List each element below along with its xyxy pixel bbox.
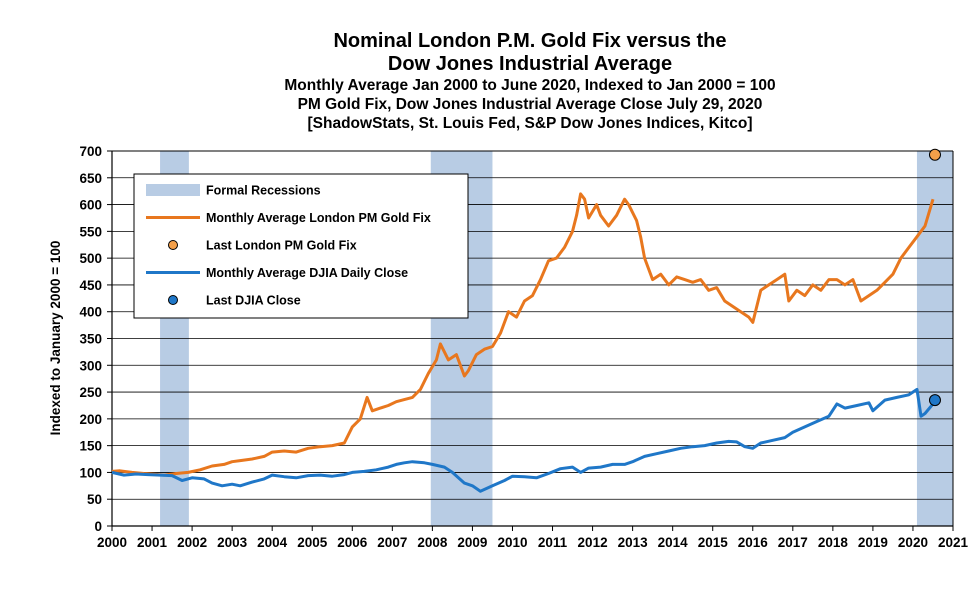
x-tick-label-2002: 2002 (177, 535, 207, 550)
x-tick-label-2007: 2007 (377, 535, 407, 550)
x-tick-label-2016: 2016 (738, 535, 769, 550)
x-tick-label-2000: 2000 (97, 535, 127, 550)
y-tick-label-50: 50 (87, 492, 102, 507)
legend-swatch-4 (168, 295, 178, 305)
x-tick-label-2010: 2010 (497, 535, 527, 550)
x-tick-label-2008: 2008 (417, 535, 448, 550)
x-tick-label-2020: 2020 (898, 535, 928, 550)
y-tick-label-500: 500 (79, 251, 102, 266)
chart-subtitle-line1: Monthly Average Jan 2000 to June 2020, I… (284, 77, 776, 94)
y-tick-label-200: 200 (79, 412, 102, 427)
y-tick-label-150: 150 (79, 439, 102, 454)
legend-label-4: Last DJIA Close (206, 294, 301, 308)
last-point-1 (928, 394, 941, 407)
y-tick-label-250: 250 (79, 385, 102, 400)
chart-title-line2: Dow Jones Industrial Average (387, 53, 673, 75)
x-tick-label-2009: 2009 (457, 535, 487, 550)
chart-subtitle-line2: PM Gold Fix, Dow Jones Industrial Averag… (297, 96, 763, 113)
y-tick-label-450: 450 (79, 278, 102, 293)
series-lines (111, 192, 935, 493)
legend: Formal Recessions Monthly Average London … (133, 173, 469, 319)
x-tick-label-2015: 2015 (698, 535, 729, 550)
axes: 0 50 100 150 200 250 300 350 400 450 500 550 600 650 7… (79, 144, 968, 550)
x-tick-label-2011: 2011 (538, 535, 568, 550)
chart-subtitle-line3: [ShadowStats, St. Louis Fed, S&P Dow Jon… (307, 115, 753, 132)
last-point-0 (928, 148, 941, 161)
x-tick-label-2019: 2019 (858, 535, 888, 550)
y-tick-label-300: 300 (79, 358, 102, 373)
legend-label-3: Monthly Average DJIA Daily Close (206, 266, 408, 280)
y-axis-label: Indexed to January 2000 = 100 (48, 241, 63, 436)
x-tick-label-2004: 2004 (257, 535, 288, 550)
x-tick-label-2013: 2013 (618, 535, 649, 550)
legend-swatch-0 (146, 184, 200, 196)
series-line-0 (111, 192, 935, 477)
y-tick-label-100: 100 (79, 465, 102, 480)
y-tick-label-650: 650 (79, 171, 102, 186)
x-tick-label-2001: 2001 (137, 535, 168, 550)
y-tick-label-400: 400 (79, 305, 102, 320)
x-tick-label-2006: 2006 (337, 535, 368, 550)
x-tick-label-2014: 2014 (658, 535, 689, 550)
chart-title-block: Nominal London P.M. Gold Fix versus the … (230, 30, 830, 133)
x-tick-label-2012: 2012 (578, 535, 608, 550)
legend-label-2: Last London PM Gold Fix (206, 239, 357, 253)
legend-box (133, 173, 469, 319)
y-tick-label-550: 550 (79, 224, 102, 239)
legend-swatch-2 (168, 240, 178, 250)
last-value-points (928, 148, 941, 407)
y-tick-label-350: 350 (79, 332, 102, 347)
chart-title-line1: Nominal London P.M. Gold Fix versus the (333, 30, 727, 52)
y-tick-label-0: 0 (94, 519, 102, 534)
y-tick-label-600: 600 (79, 198, 102, 213)
x-tick-label-2005: 2005 (297, 535, 328, 550)
x-tick-label-2017: 2017 (778, 535, 808, 550)
y-tick-label-700: 700 (79, 144, 102, 159)
series-line-1 (111, 387, 935, 493)
legend-label-1: Monthly Average London PM Gold Fix (206, 211, 431, 225)
x-tick-label-2003: 2003 (217, 535, 248, 550)
x-tick-label-2018: 2018 (818, 535, 849, 550)
legend-label-0: Formal Recessions (206, 184, 321, 198)
x-tick-label-2021: 2021 (938, 535, 969, 550)
